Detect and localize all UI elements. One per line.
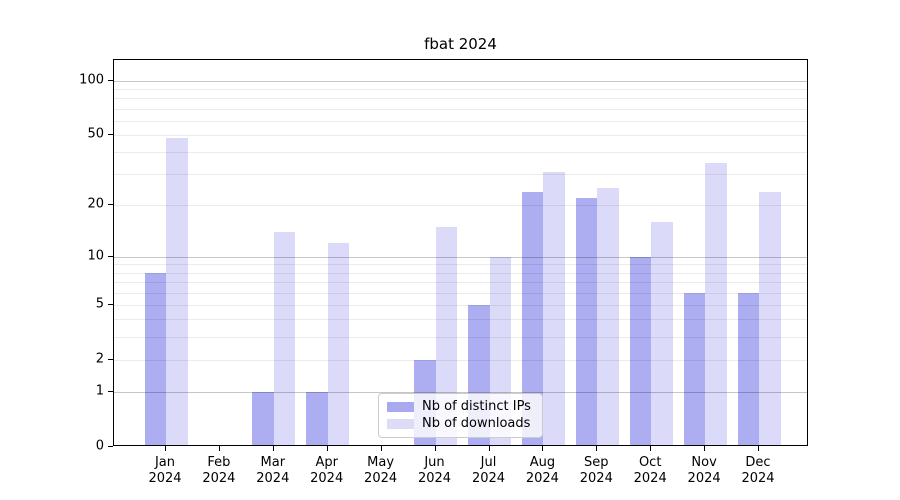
y-tick-label: 0 — [95, 438, 104, 454]
bar-downloads — [435, 226, 457, 445]
minor-gridline — [114, 272, 807, 274]
minor-gridline — [114, 359, 807, 361]
bar-downloads — [705, 162, 727, 445]
x-tick-mark — [165, 446, 166, 451]
x-tick-label: Feb 2024 — [202, 455, 236, 486]
x-tick-mark — [758, 446, 759, 451]
minor-gridline — [114, 108, 807, 110]
x-tick-label: Oct 2024 — [633, 455, 667, 486]
bar-distinct-ips — [629, 256, 652, 445]
bar-distinct-ips — [575, 198, 598, 445]
y-tick-mark — [108, 303, 113, 305]
minor-gridline — [114, 319, 807, 321]
x-tick-label: Dec 2024 — [741, 455, 775, 486]
minor-gridline — [114, 264, 807, 266]
bar-distinct-ips — [252, 392, 274, 445]
major-gridline — [114, 256, 807, 258]
minor-gridline — [114, 304, 807, 306]
gridlines-layer — [114, 60, 807, 445]
y-tick-label: 50 — [87, 126, 104, 142]
y-tick-mark — [108, 204, 113, 206]
y-tick-mark — [108, 255, 113, 257]
y-tick-label: 20 — [87, 196, 104, 212]
x-tick-label: Nov 2024 — [687, 455, 721, 486]
major-gridline — [114, 392, 807, 393]
x-tick-label: Jun 2024 — [417, 455, 452, 486]
legend-label-downloads: Nb of downloads — [422, 415, 531, 431]
bar-distinct-ips — [683, 292, 706, 445]
x-tick-label: May 2024 — [364, 455, 398, 486]
x-tick-label: Apr 2024 — [310, 455, 344, 486]
minor-gridline — [114, 205, 807, 207]
x-tick-mark — [596, 446, 598, 451]
legend-swatch-distinct-ips-icon — [387, 402, 414, 413]
x-tick-label: Jul 2024 — [471, 455, 506, 486]
y-tick-mark — [108, 446, 113, 447]
x-tick-mark — [272, 446, 274, 451]
y-tick-label: 2 — [95, 351, 104, 367]
bar-downloads — [273, 232, 296, 445]
bar-downloads — [759, 191, 781, 445]
y-tick-mark — [108, 391, 113, 392]
plot-area — [113, 59, 808, 446]
major-gridline — [114, 80, 807, 82]
x-tick-mark — [380, 446, 382, 451]
legend-swatch-downloads-icon — [387, 418, 414, 429]
x-tick-mark — [434, 446, 436, 451]
minor-gridline — [114, 337, 807, 338]
x-tick-label: Sep 2024 — [579, 455, 613, 486]
minor-gridline — [114, 88, 807, 90]
x-tick-mark — [704, 446, 706, 451]
bar-downloads — [327, 243, 350, 445]
bar-downloads — [597, 188, 619, 445]
x-tick-mark — [218, 446, 220, 451]
x-tick-mark — [542, 446, 544, 451]
x-tick-mark — [326, 446, 328, 451]
minor-gridline — [114, 152, 807, 154]
x-tick-label: Jan 2024 — [148, 455, 182, 486]
minor-gridline — [114, 292, 807, 294]
legend: Nb of distinct IPs Nb of downloads — [378, 393, 543, 438]
legend-item-downloads: Nb of downloads — [387, 415, 534, 431]
bar-downloads — [651, 222, 673, 445]
legend-label-distinct-ips: Nb of distinct IPs — [422, 399, 531, 415]
y-tick-label: 5 — [95, 296, 104, 312]
y-tick-mark — [108, 133, 113, 135]
bar-downloads — [543, 171, 565, 445]
y-tick-label: 100 — [79, 72, 104, 88]
x-tick-mark — [650, 446, 652, 451]
y-tick-label: 1 — [95, 383, 104, 399]
minor-gridline — [114, 120, 807, 122]
minor-gridline — [114, 281, 807, 283]
x-tick-mark — [488, 446, 490, 451]
bar-distinct-ips — [521, 191, 544, 445]
chart-title: fbat 2024 — [424, 35, 497, 53]
bar-distinct-ips — [144, 272, 166, 445]
bar-downloads — [166, 138, 188, 445]
bar-distinct-ips — [737, 292, 759, 445]
y-tick-mark — [108, 79, 113, 81]
x-tick-label: Mar 2024 — [256, 455, 290, 486]
minor-gridline — [114, 174, 807, 176]
y-tick-mark — [108, 358, 113, 360]
legend-item-distinct-ips: Nb of distinct IPs — [387, 400, 534, 414]
bar-distinct-ips — [306, 392, 328, 445]
minor-gridline — [114, 134, 807, 136]
minor-gridline — [114, 98, 807, 100]
x-tick-label: Aug 2024 — [525, 455, 559, 486]
y-tick-label: 10 — [87, 248, 104, 264]
